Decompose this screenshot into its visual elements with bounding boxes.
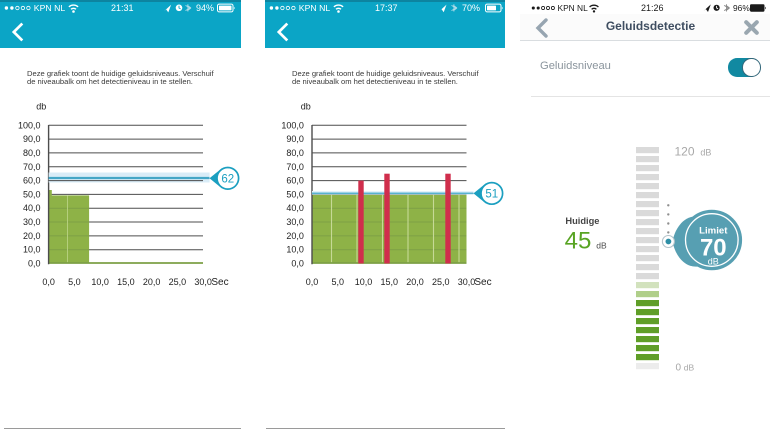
svg-text:0: 0: [676, 363, 682, 374]
svg-text:Limiet: Limiet: [699, 225, 728, 236]
svg-text:21:26: 21:26: [641, 3, 664, 13]
svg-text:KPN NL: KPN NL: [34, 3, 66, 13]
svg-text:KPN NL: KPN NL: [558, 3, 589, 13]
svg-text:5,0: 5,0: [68, 277, 81, 287]
svg-text:dB: dB: [700, 148, 711, 158]
svg-text:25,0: 25,0: [432, 277, 450, 287]
svg-text:50,0: 50,0: [23, 189, 41, 199]
svg-text:dB: dB: [596, 240, 607, 250]
svg-text:30,0: 30,0: [286, 217, 304, 227]
svg-text:51: 51: [485, 188, 498, 200]
svg-text:60,0: 60,0: [23, 176, 41, 186]
svg-text:70,0: 70,0: [286, 162, 304, 172]
svg-text:0,0: 0,0: [28, 259, 41, 269]
svg-text:25,0: 25,0: [169, 277, 187, 287]
svg-text:10,0: 10,0: [91, 277, 109, 287]
svg-text:10,0: 10,0: [286, 245, 304, 255]
svg-text:20,0: 20,0: [23, 231, 41, 241]
svg-text:0,0: 0,0: [291, 259, 304, 269]
svg-text:Sec: Sec: [474, 277, 491, 288]
svg-text:20,0: 20,0: [286, 231, 304, 241]
svg-text:15,0: 15,0: [117, 277, 135, 287]
svg-text:62: 62: [221, 173, 234, 185]
svg-text:10,0: 10,0: [23, 245, 41, 255]
svg-text:100,0: 100,0: [18, 120, 41, 130]
svg-text:0,0: 0,0: [306, 277, 319, 287]
svg-text:100,0: 100,0: [281, 120, 304, 130]
svg-text:90,0: 90,0: [23, 134, 41, 144]
svg-text:70,0: 70,0: [23, 162, 41, 172]
svg-text:30,0: 30,0: [458, 277, 476, 287]
svg-text:20,0: 20,0: [406, 277, 424, 287]
svg-text:96%: 96%: [733, 3, 750, 13]
svg-text:20,0: 20,0: [143, 277, 161, 287]
svg-text:Sec: Sec: [211, 277, 228, 288]
svg-text:80,0: 80,0: [23, 148, 41, 158]
svg-text:70%: 70%: [462, 3, 480, 13]
svg-text:94%: 94%: [196, 3, 214, 13]
svg-text:45: 45: [565, 228, 592, 255]
svg-text:21:31: 21:31: [111, 3, 134, 13]
svg-text:120: 120: [675, 145, 695, 159]
svg-text:Huidige: Huidige: [565, 216, 599, 226]
svg-text:0,0: 0,0: [42, 277, 55, 287]
svg-text:10,0: 10,0: [355, 277, 373, 287]
svg-text:90,0: 90,0: [286, 134, 304, 144]
svg-text:KPN NL: KPN NL: [299, 3, 331, 13]
svg-text:80,0: 80,0: [286, 148, 304, 158]
svg-text:dB: dB: [684, 363, 695, 373]
svg-text:30,0: 30,0: [23, 217, 41, 227]
svg-text:17:37: 17:37: [375, 3, 398, 13]
svg-text:5,0: 5,0: [331, 277, 344, 287]
svg-text:70: 70: [700, 235, 727, 262]
svg-text:60,0: 60,0: [286, 176, 304, 186]
svg-text:40,0: 40,0: [23, 203, 41, 213]
svg-text:db: db: [36, 102, 46, 112]
svg-text:15,0: 15,0: [380, 277, 398, 287]
svg-text:db: db: [301, 102, 311, 112]
svg-text:40,0: 40,0: [286, 203, 304, 213]
svg-text:50,0: 50,0: [286, 189, 304, 199]
svg-text:30,0: 30,0: [194, 277, 212, 287]
svg-text:dB: dB: [708, 256, 719, 266]
